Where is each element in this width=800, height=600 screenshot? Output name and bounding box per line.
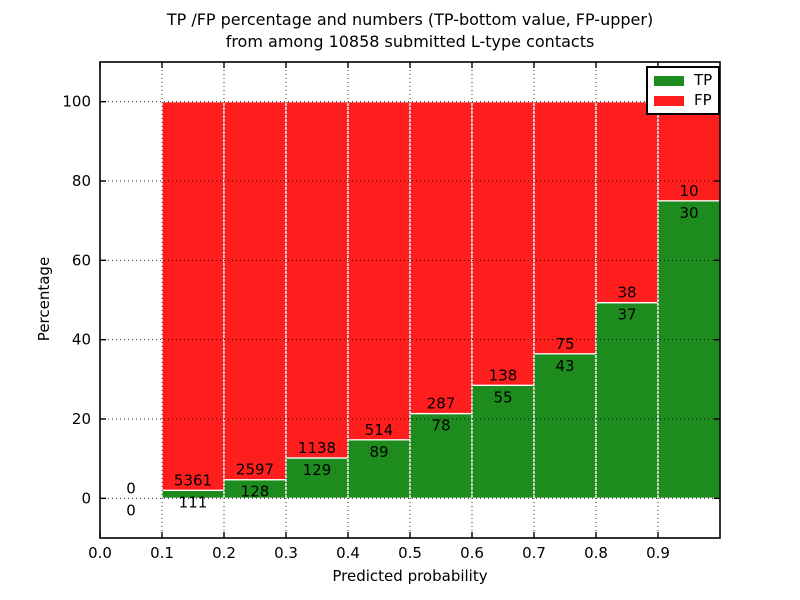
legend-label-fp: FP bbox=[694, 91, 712, 109]
x-tick-label: 0.6 bbox=[460, 544, 484, 562]
y-tick-label: 100 bbox=[62, 93, 91, 111]
x-tick-label: 0.9 bbox=[646, 544, 670, 562]
tp-count-label: 0 bbox=[126, 501, 136, 519]
legend-item-fp: FP bbox=[654, 92, 712, 109]
tp-count-label: 30 bbox=[679, 204, 698, 222]
x-tick-label: 0.3 bbox=[274, 544, 298, 562]
fp-count-label: 0 bbox=[126, 479, 136, 497]
bar-tp-segment bbox=[657, 200, 721, 499]
x-tick-label: 0.0 bbox=[88, 544, 112, 562]
x-tick-label: 0.8 bbox=[584, 544, 608, 562]
tp-count-label: 129 bbox=[303, 461, 332, 479]
y-tick-label: 80 bbox=[72, 172, 91, 190]
tp-color-swatch bbox=[654, 75, 684, 86]
y-axis-label: Percentage bbox=[35, 256, 53, 342]
bar-fp-segment bbox=[161, 101, 225, 491]
fp-count-label: 10 bbox=[679, 182, 698, 200]
y-tick-label: 40 bbox=[72, 331, 91, 349]
tp-count-label: 78 bbox=[431, 417, 450, 435]
x-tick-label: 0.7 bbox=[522, 544, 546, 562]
bar-fp-segment bbox=[595, 101, 659, 304]
fp-count-label: 75 bbox=[555, 335, 574, 353]
x-tick-label: 0.2 bbox=[212, 544, 236, 562]
fp-count-label: 2597 bbox=[236, 461, 274, 479]
y-tick-label: 60 bbox=[72, 251, 91, 269]
tp-count-label: 37 bbox=[617, 306, 636, 324]
bar-tp-segment bbox=[471, 384, 535, 499]
bar-fp-segment bbox=[223, 101, 287, 481]
legend: TP FP bbox=[646, 66, 721, 115]
tp-count-label: 89 bbox=[369, 443, 388, 461]
fp-color-swatch bbox=[654, 95, 684, 106]
bar-fp-segment bbox=[533, 101, 597, 355]
legend-label-tp: TP bbox=[694, 71, 713, 89]
bar-fp-segment bbox=[347, 101, 411, 441]
fp-count-label: 5361 bbox=[174, 471, 212, 489]
bar-fp-segment bbox=[285, 101, 349, 459]
chart-title: TP /FP percentage and numbers (TP-bottom… bbox=[100, 9, 720, 53]
x-tick-label: 0.5 bbox=[398, 544, 422, 562]
chart-title-line1: TP /FP percentage and numbers (TP-bottom… bbox=[166, 10, 654, 29]
fp-count-label: 1138 bbox=[298, 439, 336, 457]
x-tick-label: 0.1 bbox=[150, 544, 174, 562]
chart-title-line2: from among 10858 submitted L-type contac… bbox=[225, 32, 595, 51]
bar-tp-segment bbox=[409, 412, 473, 499]
bar-fp-segment bbox=[471, 101, 535, 386]
x-tick-label: 0.4 bbox=[336, 544, 360, 562]
tp-count-label: 43 bbox=[555, 357, 574, 375]
fp-count-label: 514 bbox=[365, 421, 394, 439]
bar-fp-segment bbox=[657, 101, 721, 202]
fp-count-label: 138 bbox=[489, 366, 518, 384]
legend-item-tp: TP bbox=[654, 72, 712, 89]
fp-count-label: 38 bbox=[617, 284, 636, 302]
tp-count-label: 111 bbox=[179, 493, 208, 511]
bar-tp-segment bbox=[347, 439, 411, 499]
fp-count-label: 287 bbox=[427, 395, 456, 413]
y-tick-label: 20 bbox=[72, 410, 91, 428]
x-axis-label: Predicted probability bbox=[332, 567, 488, 585]
y-tick-label: 0 bbox=[81, 489, 91, 507]
tp-count-label: 55 bbox=[493, 388, 512, 406]
bar-fp-segment bbox=[409, 101, 473, 415]
tp-count-label: 128 bbox=[241, 483, 270, 501]
bar-tp-segment bbox=[533, 353, 597, 499]
bar-tp-segment bbox=[595, 301, 659, 499]
